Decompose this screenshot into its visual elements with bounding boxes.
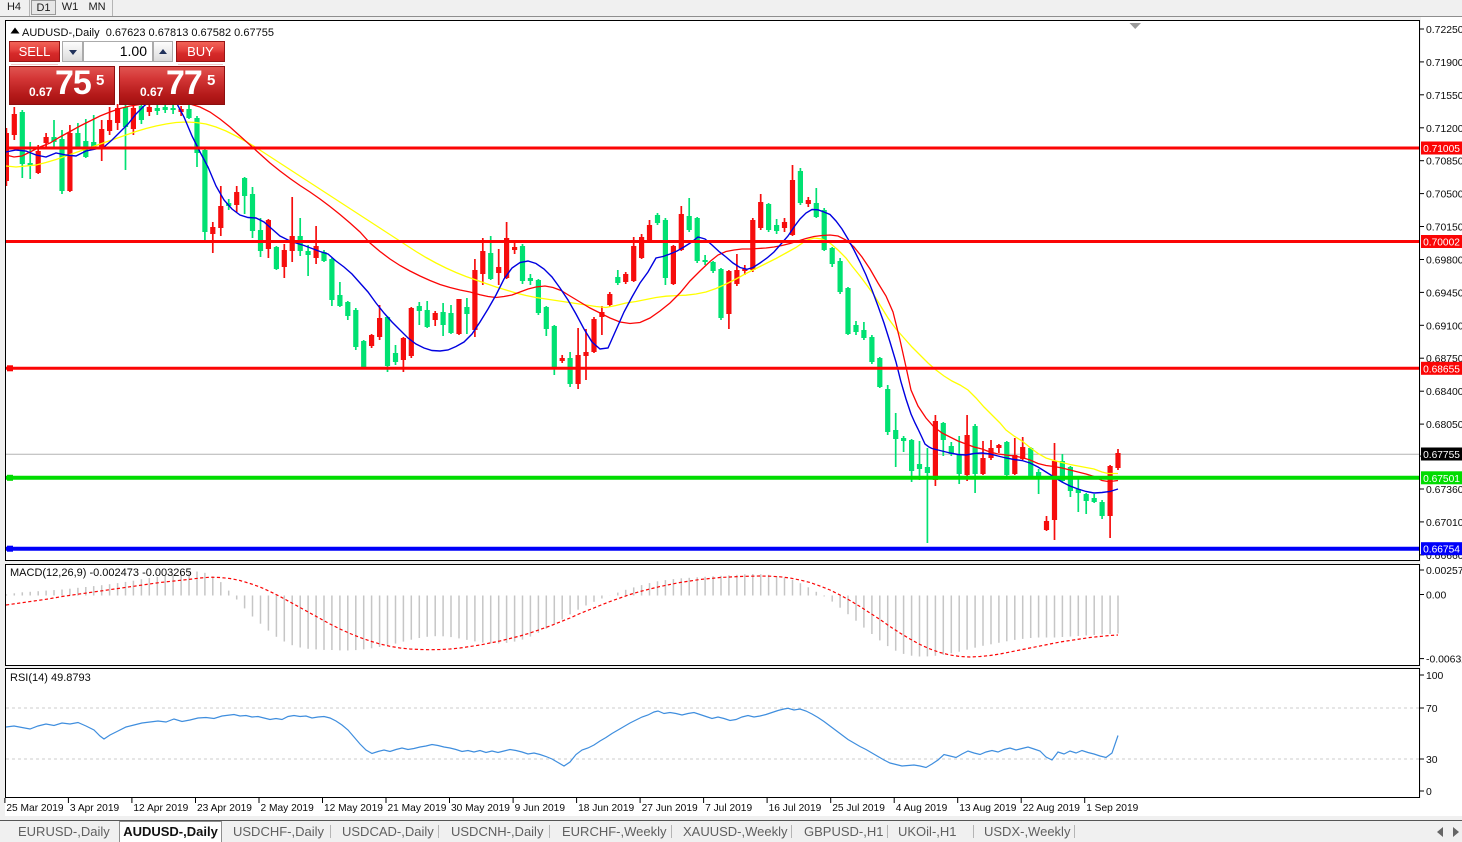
svg-text:25 Mar 2019: 25 Mar 2019 (6, 803, 64, 814)
svg-text:0.67010: 0.67010 (1426, 518, 1462, 529)
svg-text:RSI(14) 49.8793: RSI(14) 49.8793 (10, 672, 91, 684)
svg-text:18 Jun 2019: 18 Jun 2019 (578, 803, 634, 814)
svg-text:0.69450: 0.69450 (1426, 288, 1462, 299)
svg-text:0.71005: 0.71005 (1423, 144, 1460, 155)
svg-text:25 Jul 2019: 25 Jul 2019 (832, 803, 885, 814)
svg-text:30 May 2019: 30 May 2019 (451, 803, 510, 814)
svg-text:0.00: 0.00 (1426, 591, 1446, 602)
svg-text:3 Apr 2019: 3 Apr 2019 (70, 803, 120, 814)
svg-text:21 May 2019: 21 May 2019 (388, 803, 447, 814)
svg-text:0.70850: 0.70850 (1426, 157, 1462, 168)
svg-text:0.68050: 0.68050 (1426, 420, 1462, 431)
svg-text:4 Aug 2019: 4 Aug 2019 (896, 803, 948, 814)
svg-text:0.68655: 0.68655 (1423, 364, 1460, 375)
svg-text:0.002574: 0.002574 (1426, 566, 1462, 577)
svg-text:12 Apr 2019: 12 Apr 2019 (133, 803, 188, 814)
svg-text:0.67360: 0.67360 (1426, 485, 1462, 496)
svg-text:0.66754: 0.66754 (1423, 545, 1460, 556)
svg-text:1 Sep 2019: 1 Sep 2019 (1086, 803, 1138, 814)
svg-text:0.70002: 0.70002 (1423, 238, 1460, 249)
svg-text:0.71200: 0.71200 (1426, 124, 1462, 135)
svg-text:0.71900: 0.71900 (1426, 58, 1462, 69)
svg-text:0.71550: 0.71550 (1426, 91, 1462, 102)
svg-text:2 May 2019: 2 May 2019 (261, 803, 315, 814)
svg-text:-0.006326: -0.006326 (1426, 655, 1462, 666)
svg-text:0: 0 (1426, 787, 1432, 798)
svg-text:7 Jul 2019: 7 Jul 2019 (705, 803, 752, 814)
svg-text:0.66660: 0.66660 (1426, 551, 1462, 562)
svg-text:MACD(12,26,9) -0.002473 -0.003: MACD(12,26,9) -0.002473 -0.003265 (10, 567, 192, 579)
svg-text:0.68750: 0.68750 (1426, 354, 1462, 365)
svg-text:AUDUSD-,Daily 0.67623 0.67813: AUDUSD-,Daily 0.67623 0.67813 0.67582 0.… (22, 27, 274, 39)
svg-text:9 Jun 2019: 9 Jun 2019 (515, 803, 566, 814)
svg-text:30: 30 (1426, 755, 1438, 766)
svg-text:0.72250: 0.72250 (1426, 25, 1462, 36)
svg-text:0.67755: 0.67755 (1423, 450, 1460, 461)
svg-text:0.67501: 0.67501 (1423, 474, 1460, 485)
svg-text:23 Apr 2019: 23 Apr 2019 (197, 803, 252, 814)
svg-text:0.70500: 0.70500 (1426, 190, 1462, 201)
svg-text:27 Jun 2019: 27 Jun 2019 (642, 803, 698, 814)
svg-text:0.69800: 0.69800 (1426, 256, 1462, 267)
svg-text:12 May 2019: 12 May 2019 (324, 803, 383, 814)
svg-text:0.69100: 0.69100 (1426, 321, 1462, 332)
svg-text:70: 70 (1426, 704, 1438, 715)
svg-text:22 Aug 2019: 22 Aug 2019 (1023, 803, 1081, 814)
svg-text:0.68400: 0.68400 (1426, 387, 1462, 398)
svg-text:13 Aug 2019: 13 Aug 2019 (959, 803, 1017, 814)
svg-text:0.70150: 0.70150 (1426, 223, 1462, 234)
svg-text:100: 100 (1426, 671, 1444, 682)
svg-text:16 Jul 2019: 16 Jul 2019 (769, 803, 822, 814)
